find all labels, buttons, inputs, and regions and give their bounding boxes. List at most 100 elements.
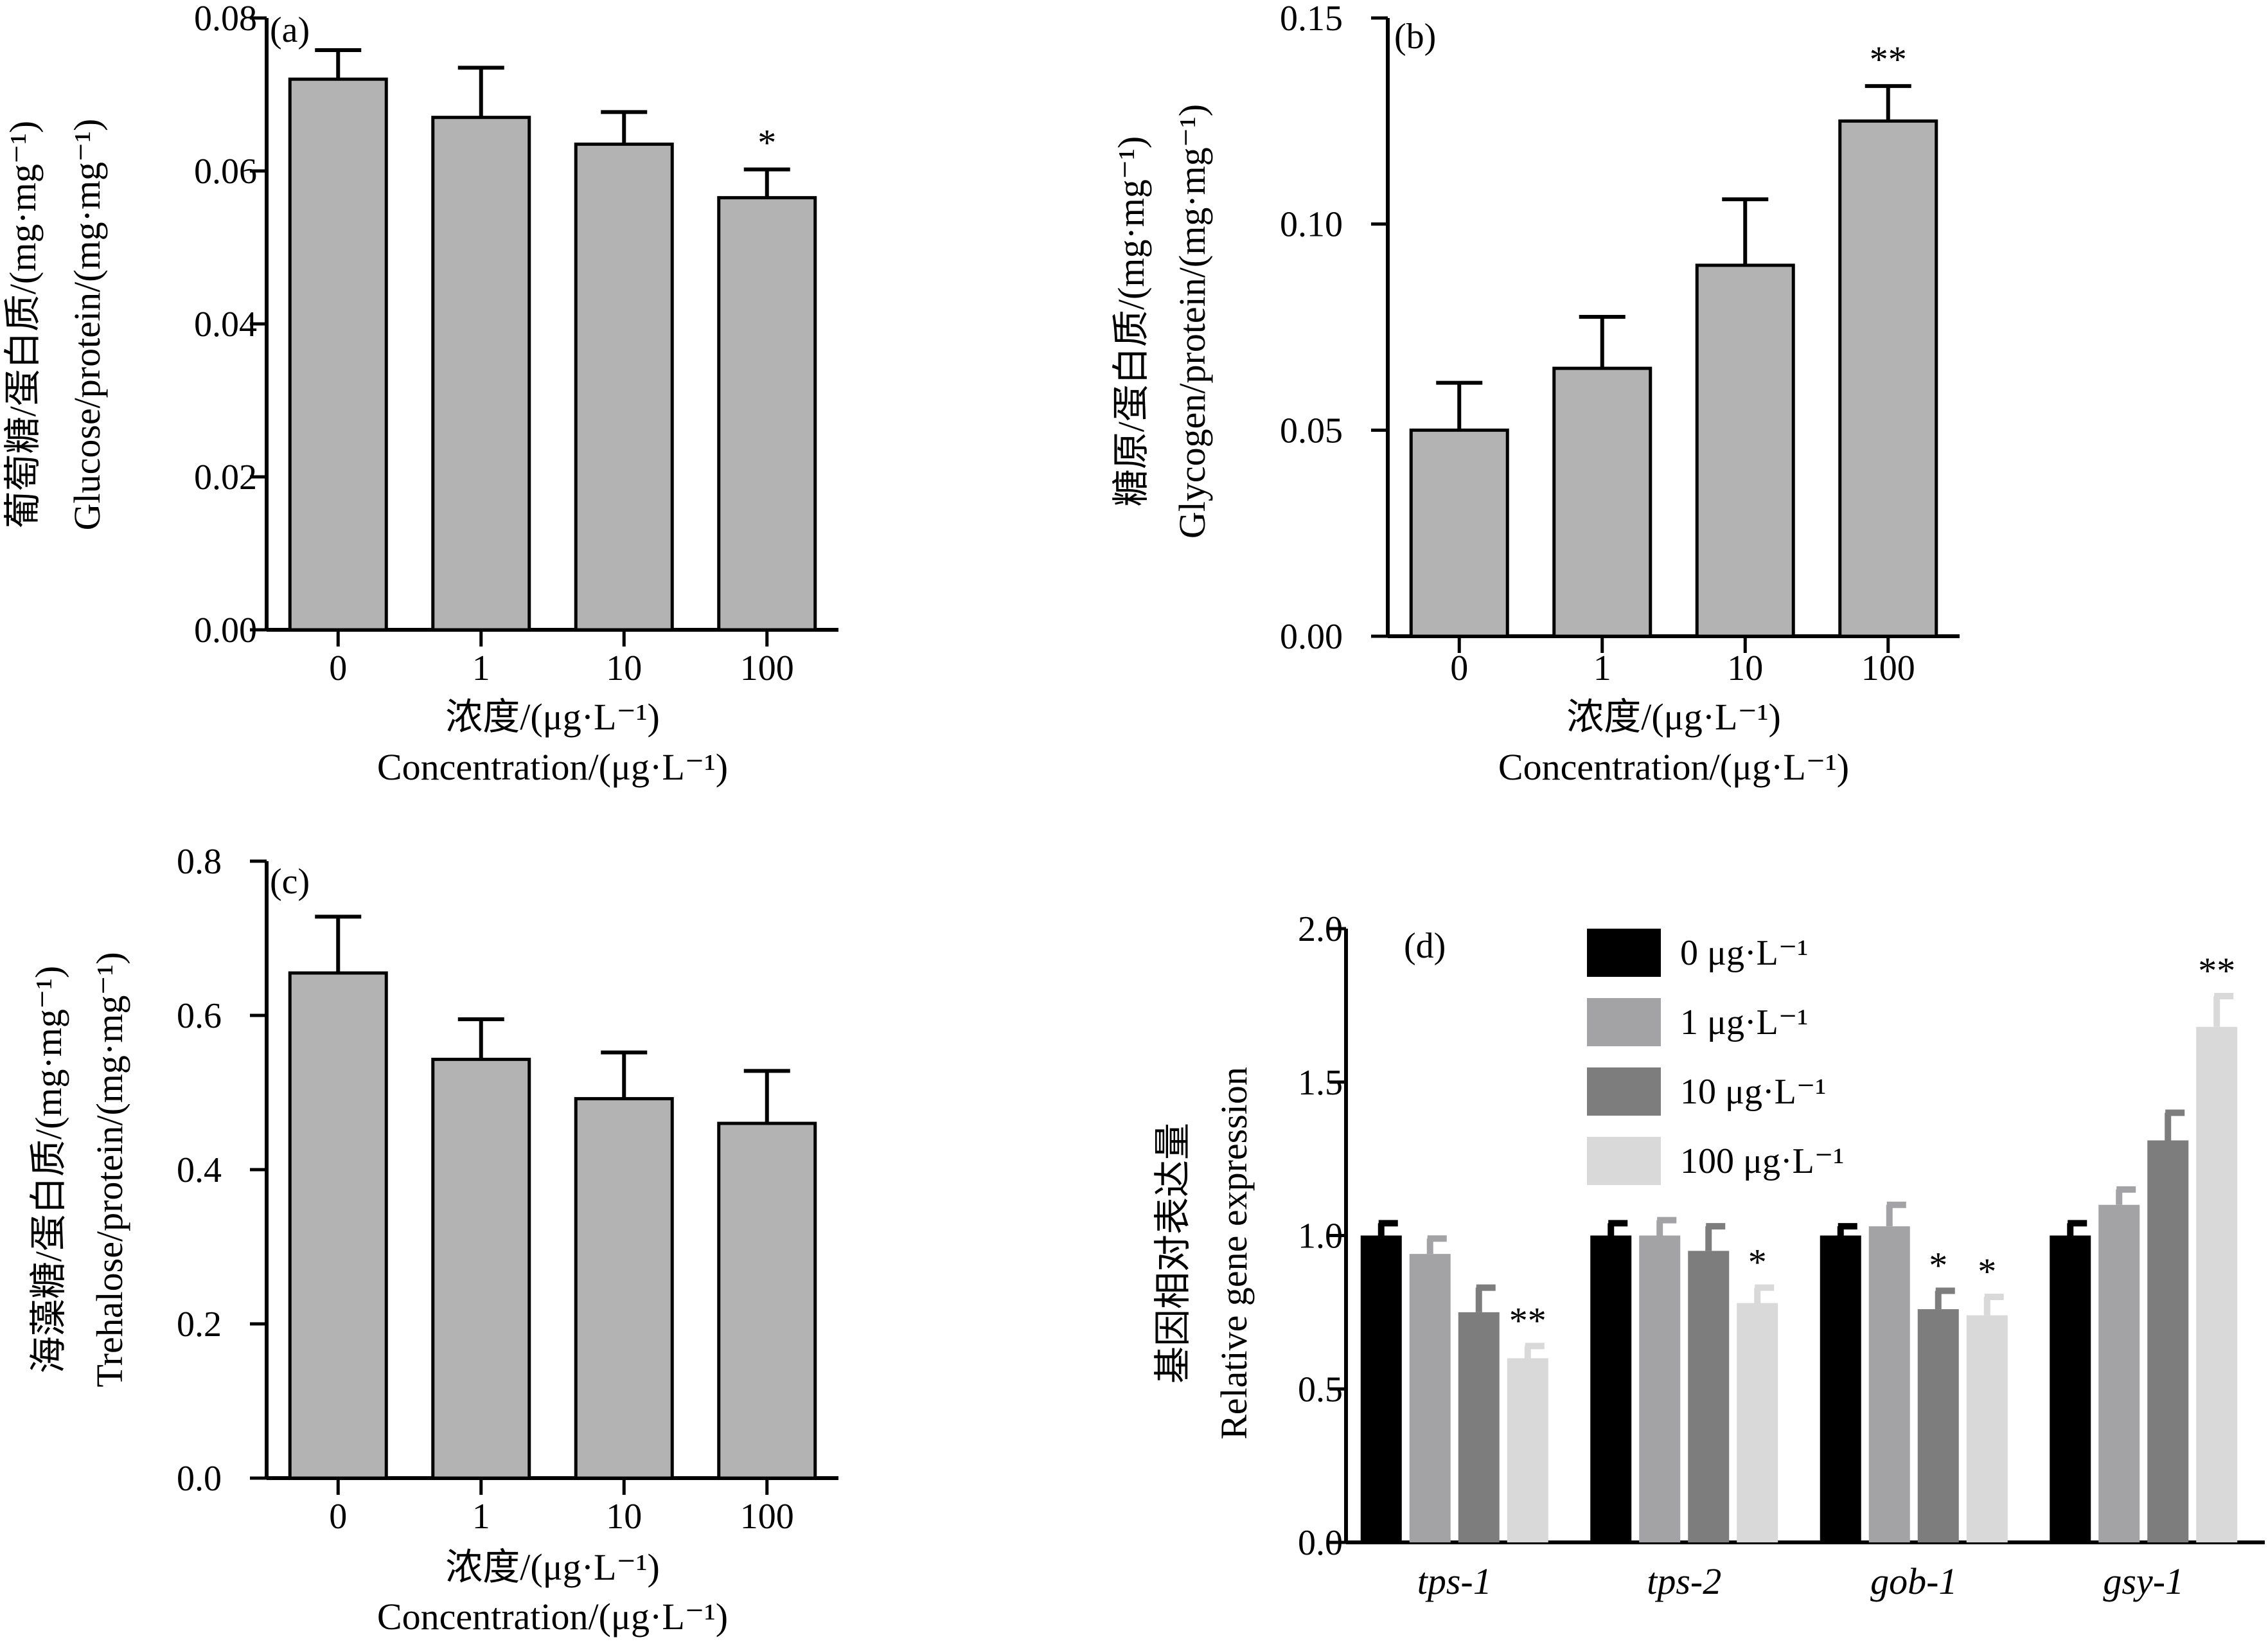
bar (1917, 1309, 1959, 1542)
y-tick-label: 0.00 (1280, 617, 1343, 657)
bar (1409, 1254, 1451, 1542)
y-tick-label: 0.8 (177, 842, 222, 882)
y-tick-label: 0.00 (194, 611, 257, 650)
bar (1360, 1235, 1402, 1542)
significance-mark: * (757, 122, 776, 164)
bar (2147, 1140, 2189, 1542)
y-axis-label-en: Glycogen/protein/(mg·mg⁻¹) (1171, 104, 1213, 539)
bar (717, 196, 817, 632)
panel-label: (a) (270, 10, 310, 50)
bar (431, 116, 531, 632)
x-tick-label: 10 (606, 648, 642, 688)
y-tick-label: 0.05 (1280, 411, 1343, 451)
x-tick-label: 100 (740, 1497, 794, 1537)
legend-label: 1 μg·L⁻¹ (1680, 1003, 1808, 1042)
legend-label: 10 μg·L⁻¹ (1680, 1072, 1826, 1112)
y-tick-label: 0.5 (1298, 1370, 1343, 1409)
y-axis-label-en: Relative gene expression (1213, 1067, 1255, 1440)
y-tick-label: 0.15 (1280, 0, 1343, 39)
panel-label: (d) (1404, 926, 1446, 966)
y-tick-label: 0.6 (177, 996, 222, 1036)
y-tick-label: 1.5 (1298, 1063, 1343, 1103)
bar (1820, 1235, 1861, 1542)
bar (1458, 1312, 1500, 1542)
y-tick-label: 0.0 (1298, 1523, 1343, 1563)
chart-panel-1: 0.00 0.05 0.10 0.15 糖原/蛋白质/(mg·mg⁻¹) Glycogen… (1110, 0, 1960, 788)
x-tick-label: 10 (1727, 648, 1763, 688)
x-axis-label-en: Concentration/(μg·L⁻¹) (1498, 746, 1849, 788)
y-axis-label-cn: 基因相对表达量 (1152, 1123, 1194, 1384)
y-axis-label-cn: 海藻糖/蛋白质/(mg·mg⁻¹) (28, 966, 69, 1373)
chart-panel-0: 0.00 0.02 0.04 0.06 0.08 葡萄糖/蛋白质/(mg·mg⁻¹) Glu… (2, 0, 838, 788)
x-axis-label-en: Concentration/(μg·L⁻¹) (377, 1596, 728, 1638)
legend-swatch (1587, 929, 1661, 977)
y-tick-label: 0.04 (194, 305, 257, 344)
chart-panel-3: 0.0 0.5 1.0 1.5 2.0 基因相对表达量 Relative gene expr… (1152, 909, 2265, 1602)
x-tick-label: gsy-1 (2103, 1560, 2184, 1602)
significance-mark: * (1748, 1242, 1767, 1283)
y-tick-label: 2.0 (1298, 909, 1343, 949)
bar (288, 971, 388, 1480)
x-tick-label: 0 (329, 1497, 347, 1537)
bar (1737, 1303, 1778, 1542)
x-tick-label: gob-1 (1870, 1560, 1957, 1602)
bar (1688, 1251, 1730, 1542)
x-tick-label: 1 (472, 648, 490, 688)
panel-label: (b) (1394, 17, 1436, 57)
y-tick-label: 0.10 (1280, 205, 1343, 245)
significance-mark: ** (1509, 1299, 1546, 1341)
bar (431, 1057, 531, 1480)
significance-mark: * (1978, 1251, 1996, 1292)
x-axis-label-cn: 浓度/(μg·L⁻¹) (1566, 696, 1781, 738)
bar (574, 1097, 674, 1480)
x-axis-label-en: Concentration/(μg·L⁻¹) (377, 746, 728, 788)
y-tick-label: 0.02 (194, 458, 257, 497)
legend-swatch (1587, 1137, 1661, 1185)
y-tick-label: 1.0 (1298, 1217, 1343, 1256)
x-tick-label: 1 (472, 1497, 490, 1537)
y-tick-label: 0.08 (194, 0, 257, 39)
bar (1868, 1226, 1910, 1542)
bar (2050, 1235, 2091, 1542)
bar (1507, 1358, 1548, 1542)
bar (717, 1121, 817, 1480)
y-axis-label-en: Glucose/protein/(mg·mg⁻¹) (66, 119, 108, 531)
y-axis-label-cn: 葡萄糖/蛋白质/(mg·mg⁻¹) (2, 121, 44, 528)
x-tick-label: 1 (1593, 648, 1611, 688)
legend-label: 0 μg·L⁻¹ (1680, 933, 1808, 973)
panel-label: (c) (270, 862, 310, 902)
bar (1695, 263, 1795, 638)
y-axis-label-en: Trehalose/protein/(mg·mg⁻¹) (89, 952, 130, 1387)
x-tick-label: 0 (329, 648, 347, 688)
bar (1590, 1235, 1632, 1542)
bar (1552, 366, 1652, 638)
bar (2196, 1026, 2238, 1542)
legend-label: 100 μg·L⁻¹ (1680, 1141, 1844, 1181)
x-tick-label: tps-1 (1417, 1560, 1492, 1602)
significance-mark: * (1929, 1244, 1947, 1286)
x-tick-label: 100 (740, 648, 794, 688)
x-axis-label-cn: 浓度/(μg·L⁻¹) (445, 696, 660, 738)
bar (1639, 1235, 1681, 1542)
bar (1838, 119, 1938, 638)
x-tick-label: 0 (1450, 648, 1468, 688)
x-tick-label: tps-2 (1647, 1560, 1721, 1602)
y-tick-label: 0.2 (177, 1305, 222, 1344)
x-axis-label-cn: 浓度/(μg·L⁻¹) (445, 1546, 660, 1588)
bar (1966, 1315, 2008, 1542)
significance-mark: ** (1870, 39, 1907, 80)
significance-mark: ** (2198, 950, 2235, 992)
x-tick-label: 100 (1861, 648, 1915, 688)
legend-swatch (1587, 998, 1661, 1046)
bar (2098, 1204, 2140, 1542)
legend-swatch (1587, 1067, 1661, 1116)
y-tick-label: 0.0 (177, 1459, 222, 1499)
x-tick-label: 10 (606, 1497, 642, 1537)
y-tick-label: 0.06 (194, 152, 257, 192)
y-tick-label: 0.4 (177, 1150, 222, 1190)
y-axis-label-cn: 糖原/蛋白质/(mg·mg⁻¹) (1110, 136, 1152, 506)
bar (1409, 428, 1509, 638)
bar (574, 142, 674, 632)
bar (288, 77, 388, 632)
